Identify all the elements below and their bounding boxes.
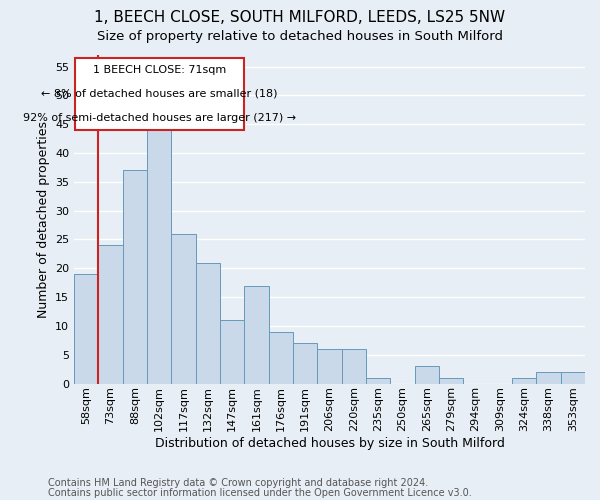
Bar [74,274,98,384]
Bar [512,378,536,384]
Text: ← 8% of detached houses are smaller (18): ← 8% of detached houses are smaller (18) [41,89,277,99]
Bar [172,234,196,384]
Text: Size of property relative to detached houses in South Milford: Size of property relative to detached ho… [97,30,503,43]
Bar [269,332,293,384]
Bar [74,58,244,130]
Bar [98,245,123,384]
Bar [123,170,147,384]
Bar [415,366,439,384]
Text: 1, BEECH CLOSE, SOUTH MILFORD, LEEDS, LS25 5NW: 1, BEECH CLOSE, SOUTH MILFORD, LEEDS, LS… [94,10,506,25]
Bar [220,320,244,384]
Bar [147,130,172,384]
Bar [196,262,220,384]
Text: Contains public sector information licensed under the Open Government Licence v3: Contains public sector information licen… [48,488,472,498]
X-axis label: Distribution of detached houses by size in South Milford: Distribution of detached houses by size … [155,437,505,450]
Text: 1 BEECH CLOSE: 71sqm: 1 BEECH CLOSE: 71sqm [92,65,226,75]
Bar [317,349,341,384]
Bar [366,378,391,384]
Bar [244,286,269,384]
Y-axis label: Number of detached properties: Number of detached properties [37,121,50,318]
Bar [560,372,585,384]
Bar [293,343,317,384]
Bar [439,378,463,384]
Text: 92% of semi-detached houses are larger (217) →: 92% of semi-detached houses are larger (… [23,113,296,123]
Bar [536,372,560,384]
Text: Contains HM Land Registry data © Crown copyright and database right 2024.: Contains HM Land Registry data © Crown c… [48,478,428,488]
Bar [341,349,366,384]
